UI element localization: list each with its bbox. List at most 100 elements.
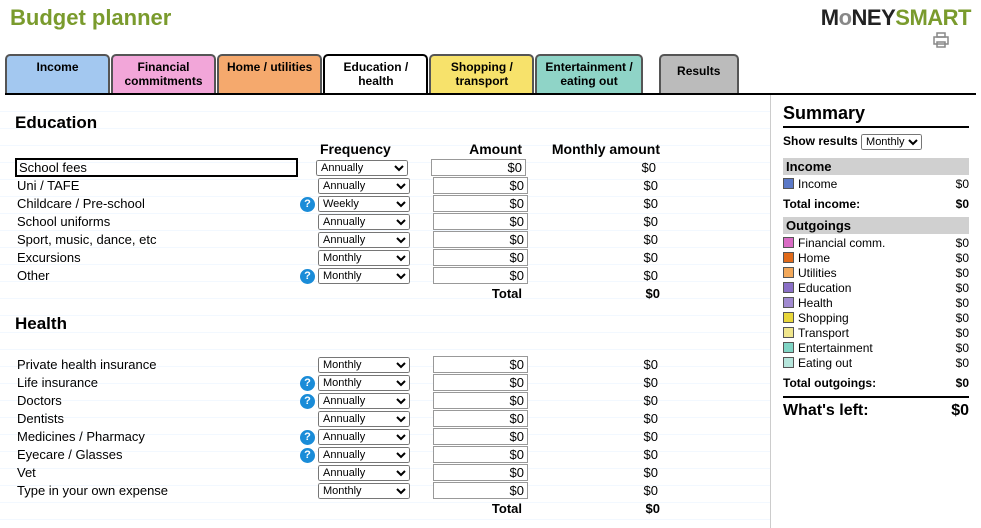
tab-home[interactable]: Home / utilities <box>217 54 322 93</box>
color-swatch <box>783 342 794 353</box>
tab-results[interactable]: Results <box>659 54 739 93</box>
color-swatch <box>783 267 794 278</box>
total-income-label: Total income: <box>783 197 956 211</box>
summary-value: $0 <box>956 251 969 265</box>
frequency-select[interactable]: Annually <box>318 429 410 445</box>
monthly-amount: $0 <box>528 196 658 211</box>
amount-input[interactable]: $0 <box>433 267 528 284</box>
expense-row: Type in your own expenseMonthly$0$0 <box>15 482 755 499</box>
expense-label[interactable]: Life insurance <box>15 375 300 390</box>
summary-row: Transport$0 <box>783 326 969 340</box>
expense-label[interactable]: Other <box>15 268 300 283</box>
summary-row: Shopping$0 <box>783 311 969 325</box>
help-icon[interactable]: ? <box>300 448 315 463</box>
tab-financial[interactable]: Financialcommitments <box>111 54 216 93</box>
amount-input[interactable]: $0 <box>433 177 528 194</box>
summary-label: Home <box>798 251 956 265</box>
expense-label[interactable]: Type in your own expense <box>15 483 300 498</box>
frequency-select[interactable]: Annually <box>318 214 410 230</box>
expense-label[interactable]: Medicines / Pharmacy <box>15 429 300 444</box>
expense-label[interactable]: Vet <box>15 465 300 480</box>
summary-row: Entertainment$0 <box>783 341 969 355</box>
color-swatch <box>783 327 794 338</box>
expense-label[interactable]: Doctors <box>15 393 300 408</box>
help-icon[interactable]: ? <box>300 197 315 212</box>
expense-row: Uni / TAFE Annually $0$0 <box>15 177 755 194</box>
expense-label[interactable]: Excursions <box>15 250 300 265</box>
logo: MoNEYSMART <box>821 5 971 31</box>
frequency-select[interactable]: Monthly <box>318 357 410 373</box>
tab-entertainment[interactable]: Entertainment /eating out <box>535 54 642 93</box>
monthly-amount: $0 <box>528 447 658 462</box>
expense-row: Excursions Monthly $0$0 <box>15 249 755 266</box>
expense-label[interactable]: School fees <box>15 158 298 177</box>
expense-label[interactable]: School uniforms <box>15 214 300 229</box>
monthly-amount: $0 <box>528 429 658 444</box>
help-icon[interactable]: ? <box>300 430 315 445</box>
education-total-value: $0 <box>530 286 660 301</box>
tab-shopping[interactable]: Shopping /transport <box>429 54 534 93</box>
frequency-select[interactable]: Annually <box>318 393 410 409</box>
amount-input[interactable]: $0 <box>431 159 526 176</box>
expense-label[interactable]: Uni / TAFE <box>15 178 300 193</box>
monthly-amount: $0 <box>528 250 658 265</box>
expense-row: Eyecare / Glasses?Annually $0$0 <box>15 446 755 463</box>
frequency-select[interactable]: Monthly <box>318 483 410 499</box>
frequency-select[interactable]: Monthly <box>318 375 410 391</box>
expense-row: School uniformsAnnually$0$0 <box>15 213 755 230</box>
total-income-value: $0 <box>956 197 969 211</box>
expense-row: Sport, music, dance, etcAnnually$0$0 <box>15 231 755 248</box>
expense-row: Medicines / Pharmacy?Annually $0$0 <box>15 428 755 445</box>
tab-income[interactable]: Income <box>5 54 110 93</box>
amount-input[interactable]: $0 <box>433 374 528 391</box>
frequency-select[interactable]: Annually <box>318 411 410 427</box>
amount-input[interactable]: $0 <box>433 213 528 230</box>
show-results-label: Show results <box>783 134 858 148</box>
monthly-amount: $0 <box>528 178 658 193</box>
col-frequency: Frequency <box>320 141 420 157</box>
expense-label[interactable]: Sport, music, dance, etc <box>15 232 300 247</box>
amount-input[interactable]: $0 <box>433 482 528 499</box>
monthly-amount: $0 <box>528 411 658 426</box>
frequency-select[interactable]: Monthly <box>318 250 410 266</box>
total-outgoings-value: $0 <box>956 376 969 390</box>
expense-label[interactable]: Eyecare / Glasses <box>15 447 300 462</box>
summary-value: $0 <box>956 326 969 340</box>
amount-input[interactable]: $0 <box>433 410 528 427</box>
amount-input[interactable]: $0 <box>433 428 528 445</box>
show-results-select[interactable]: Monthly <box>861 134 922 150</box>
amount-input[interactable]: $0 <box>433 195 528 212</box>
frequency-select[interactable]: Monthly <box>318 268 410 284</box>
amount-input[interactable]: $0 <box>433 446 528 463</box>
frequency-select[interactable]: Weekly <box>318 196 410 212</box>
print-icon[interactable] <box>931 31 951 49</box>
help-icon[interactable]: ? <box>300 269 315 284</box>
amount-input[interactable]: $0 <box>433 231 528 248</box>
tab-education[interactable]: Education /health <box>323 54 428 93</box>
help-icon[interactable]: ? <box>300 394 315 409</box>
summary-value: $0 <box>956 356 969 370</box>
tabs: Income Financialcommitments Home / utili… <box>5 54 976 95</box>
summary-row: Education$0 <box>783 281 969 295</box>
monthly-amount: $0 <box>528 375 658 390</box>
frequency-select[interactable]: Annually <box>318 178 410 194</box>
amount-input[interactable]: $0 <box>433 356 528 373</box>
amount-input[interactable]: $0 <box>433 392 528 409</box>
frequency-select[interactable]: Annually <box>318 232 410 248</box>
expense-label[interactable]: Dentists <box>15 411 300 426</box>
summary-row: Utilities$0 <box>783 266 969 280</box>
income-subhead: Income <box>783 158 969 175</box>
color-swatch <box>783 237 794 248</box>
frequency-select[interactable]: Annually <box>316 160 408 176</box>
education-total-label: Total <box>15 286 530 301</box>
expense-row: Private health insuranceMonthly$0$0 <box>15 356 755 373</box>
expense-row: School feesAnnually$0$0 <box>15 159 755 176</box>
frequency-select[interactable]: Annually <box>318 465 410 481</box>
frequency-select[interactable]: Annually <box>318 447 410 463</box>
expense-label[interactable]: Private health insurance <box>15 357 300 372</box>
amount-input[interactable]: $0 <box>433 464 528 481</box>
summary-label: Health <box>798 296 956 310</box>
amount-input[interactable]: $0 <box>433 249 528 266</box>
expense-label[interactable]: Childcare / Pre-school <box>15 196 300 211</box>
help-icon[interactable]: ? <box>300 376 315 391</box>
